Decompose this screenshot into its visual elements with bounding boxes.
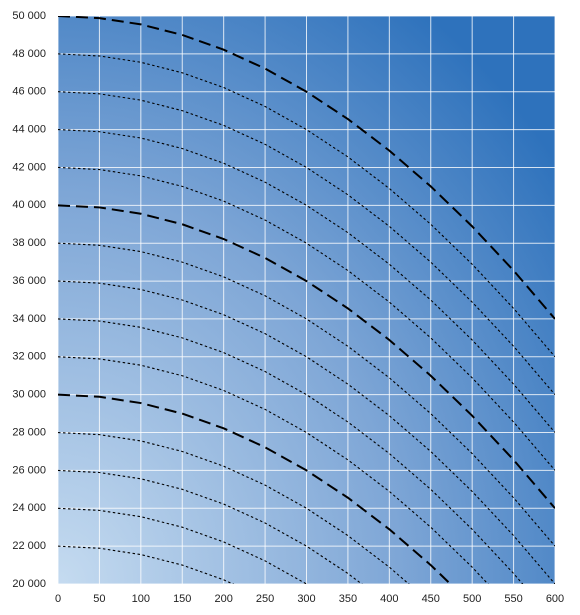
y-tick-label: 46 000 (12, 86, 46, 98)
curve (58, 280, 555, 584)
x-tick-label: 450 (422, 593, 440, 605)
x-tick-label: 250 (256, 593, 274, 605)
curve (58, 91, 555, 396)
y-tick-label: 26 000 (12, 464, 46, 476)
curve (58, 318, 524, 584)
y-tick-label: 24 000 (12, 502, 46, 514)
y-tick-label: 30 000 (12, 389, 46, 401)
curve (58, 204, 555, 509)
y-tick-label: 48 000 (12, 48, 46, 60)
curve (58, 393, 452, 584)
x-tick-label: 150 (173, 593, 191, 605)
curve (58, 129, 555, 433)
x-tick-label: 350 (339, 593, 357, 605)
x-tick-label: 500 (463, 593, 481, 605)
y-tick-label: 50 000 (12, 10, 46, 22)
x-tick-label: 200 (214, 593, 232, 605)
y-tick-label: 34 000 (12, 313, 46, 325)
y-tick-label: 38 000 (12, 237, 46, 249)
y-tick-label: 22 000 (12, 540, 46, 552)
y-tick-label: 20 000 (12, 578, 46, 590)
x-tick-label: 50 (93, 593, 105, 605)
curve (58, 16, 555, 320)
x-tick-label: 0 (55, 593, 61, 605)
y-tick-label: 28 000 (12, 426, 46, 438)
x-tick-label: 100 (132, 593, 150, 605)
lines (58, 16, 555, 584)
x-tick-label: 400 (380, 593, 398, 605)
curve (58, 242, 555, 547)
curve (58, 356, 489, 584)
y-tick-label: 44 000 (12, 124, 46, 136)
x-tick-label: 300 (297, 593, 315, 605)
y-tick-label: 36 000 (12, 275, 46, 287)
curve (58, 53, 555, 358)
x-tick-label: 550 (504, 593, 522, 605)
y-tick-label: 32 000 (12, 351, 46, 363)
x-tick-label: 600 (546, 593, 564, 605)
y-tick-label: 42 000 (12, 161, 46, 173)
y-tick-label: 40 000 (12, 199, 46, 211)
curve (58, 166, 555, 471)
